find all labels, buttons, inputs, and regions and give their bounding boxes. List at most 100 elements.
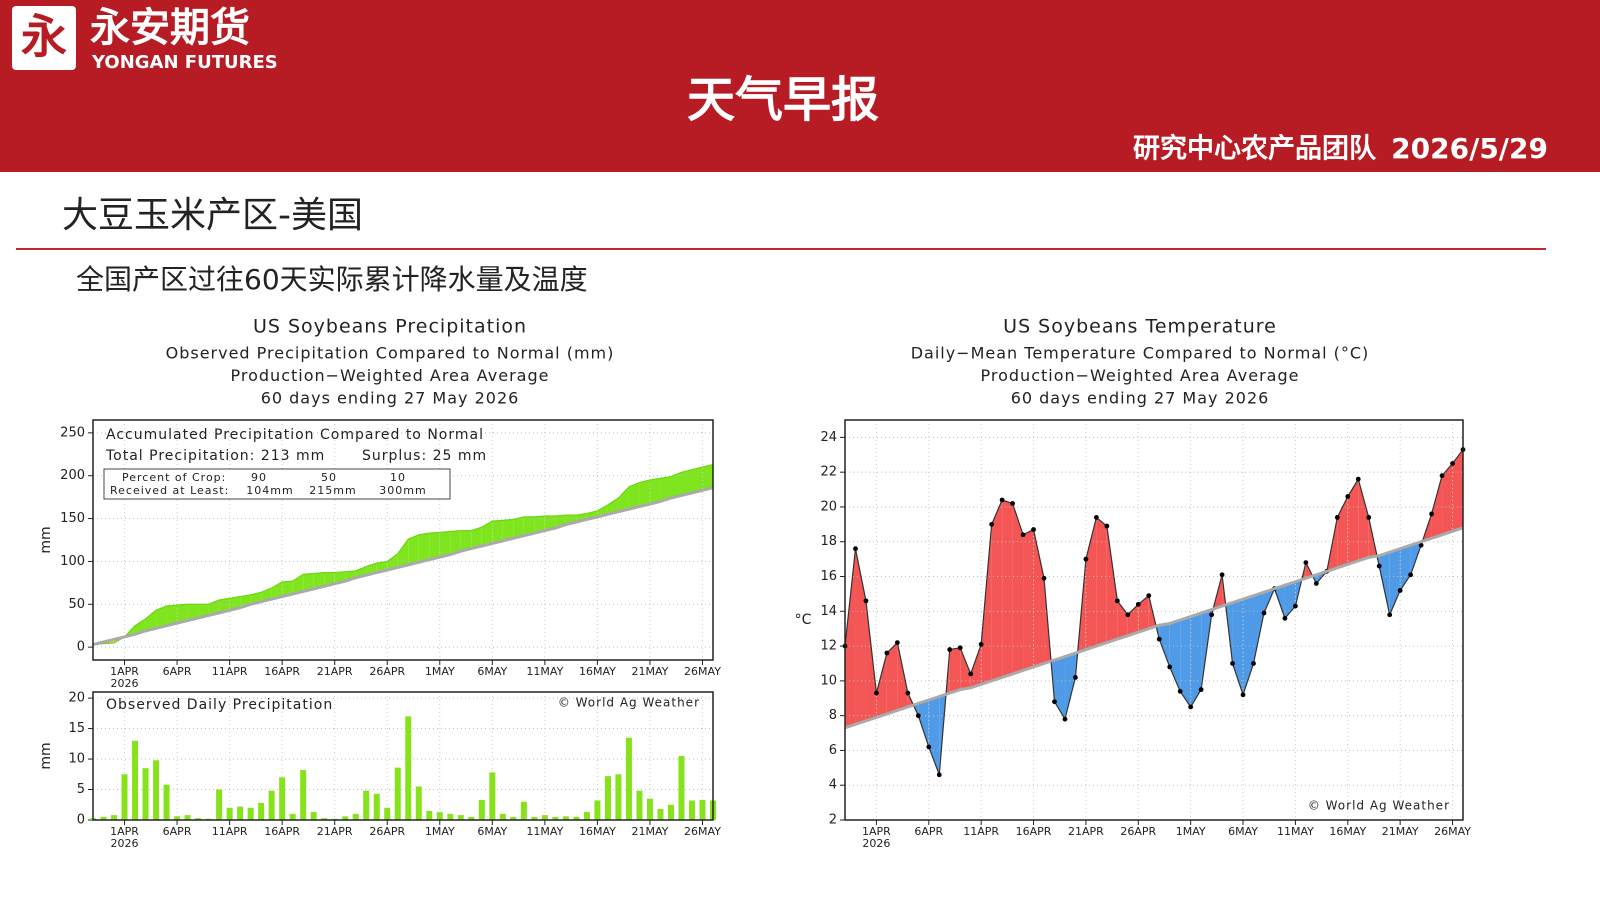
data-point [1261, 610, 1267, 616]
data-point [1251, 661, 1256, 666]
bar [310, 812, 317, 820]
fill-between [918, 700, 929, 747]
info-amount: 300mm [379, 484, 426, 497]
data-point [1156, 636, 1162, 642]
fill-between [639, 480, 650, 507]
info-title: Accumulated Precipitation Compared to No… [106, 427, 484, 443]
y-tick-label: 250 [60, 425, 85, 440]
bar [562, 816, 569, 820]
info-surplus: Surplus: 25 mm [362, 448, 487, 464]
data-point [1418, 542, 1424, 548]
fill-between [1347, 479, 1359, 565]
x-tick-label: 16MAY [579, 665, 616, 678]
data-point [1355, 476, 1361, 482]
data-point [1429, 511, 1434, 517]
data-point [1083, 556, 1089, 562]
fill-between [660, 476, 671, 502]
fill-between [1117, 600, 1128, 640]
fill-between [271, 582, 283, 600]
x-tick-label: 16APR [1016, 825, 1052, 838]
fill-between [1379, 552, 1390, 615]
fill-between [1138, 595, 1149, 633]
chart-title: US Soybeans Temperature [1003, 316, 1277, 338]
bar [478, 799, 485, 820]
info-percent: 50 [321, 471, 337, 484]
y-axis-label: mm [38, 742, 54, 769]
chart-subtitle: Observed Precipitation Compared to Norma… [166, 344, 615, 363]
bar [321, 818, 328, 820]
x-tick-label: 21MAY [1382, 825, 1419, 838]
fill-between [960, 647, 971, 690]
data-point [1240, 692, 1246, 698]
fill-between [1159, 623, 1170, 667]
y-tick-label: 12 [820, 639, 837, 654]
data-point [968, 671, 974, 677]
fill-between [876, 653, 887, 718]
data-point [1334, 514, 1340, 520]
x-tick-label: 11MAY [526, 825, 563, 838]
y-tick-label: 2 [829, 813, 837, 828]
bar [615, 774, 622, 820]
fill-between [845, 548, 856, 728]
data-point [957, 645, 963, 651]
fill-between [1106, 526, 1118, 643]
y-tick-label: 18 [820, 534, 837, 549]
data-point [1376, 563, 1382, 569]
bar [625, 737, 632, 820]
fill-between [1180, 616, 1191, 707]
fill-between [691, 467, 703, 493]
bar [258, 802, 265, 820]
y-tick-label: 20 [820, 499, 837, 514]
data-point [1293, 603, 1298, 609]
data-point [863, 598, 869, 604]
data-point [1093, 514, 1099, 520]
y-tick-label: 100 [60, 554, 85, 569]
data-point [1450, 461, 1455, 466]
data-point [1219, 572, 1225, 578]
bar [268, 790, 275, 820]
fill-between [523, 516, 535, 536]
bar [541, 815, 548, 820]
x-tick-label: 21APR [317, 825, 353, 838]
x-tick-label: 26MAY [684, 825, 721, 838]
x-tick-label: 1APR [862, 825, 891, 838]
bar [520, 801, 527, 820]
fill-between [439, 531, 451, 558]
bar [667, 804, 674, 820]
series-line [844, 449, 1464, 775]
x-tick-label: 16MAY [1329, 825, 1366, 838]
info-percent: 90 [251, 471, 267, 484]
data-point [874, 690, 879, 696]
bar [657, 809, 664, 820]
y-tick-label: 0 [77, 813, 85, 828]
fill-between [429, 532, 440, 560]
data-point [1387, 612, 1393, 618]
data-point [1366, 514, 1372, 520]
bar [163, 784, 170, 820]
data-point [978, 641, 984, 647]
data-point [884, 650, 890, 656]
fill-between [534, 516, 545, 534]
fill-between [1253, 592, 1264, 664]
y-tick-label: 6 [829, 743, 837, 758]
x-tick-label: 21APR [317, 665, 353, 678]
x-year-label: 2026 [111, 837, 139, 850]
y-axis-label: mm [38, 526, 54, 553]
bar [184, 815, 191, 820]
x-year-label: 2026 [111, 677, 139, 690]
data-point [1031, 527, 1036, 532]
x-tick-label: 11APR [963, 825, 999, 838]
fill-between [471, 527, 482, 549]
fill-between [618, 486, 629, 512]
x-tick-label: 26APR [1120, 825, 1156, 838]
fill-layer [93, 449, 1463, 775]
info-received-label: Received at Least: [110, 484, 229, 497]
info-box [103, 468, 451, 500]
bar [195, 818, 202, 820]
fill-between [628, 482, 640, 510]
logo-cn: 永安期货 [90, 5, 250, 51]
fill-between [408, 534, 419, 565]
fill-between [1023, 529, 1034, 671]
bar [531, 816, 538, 820]
